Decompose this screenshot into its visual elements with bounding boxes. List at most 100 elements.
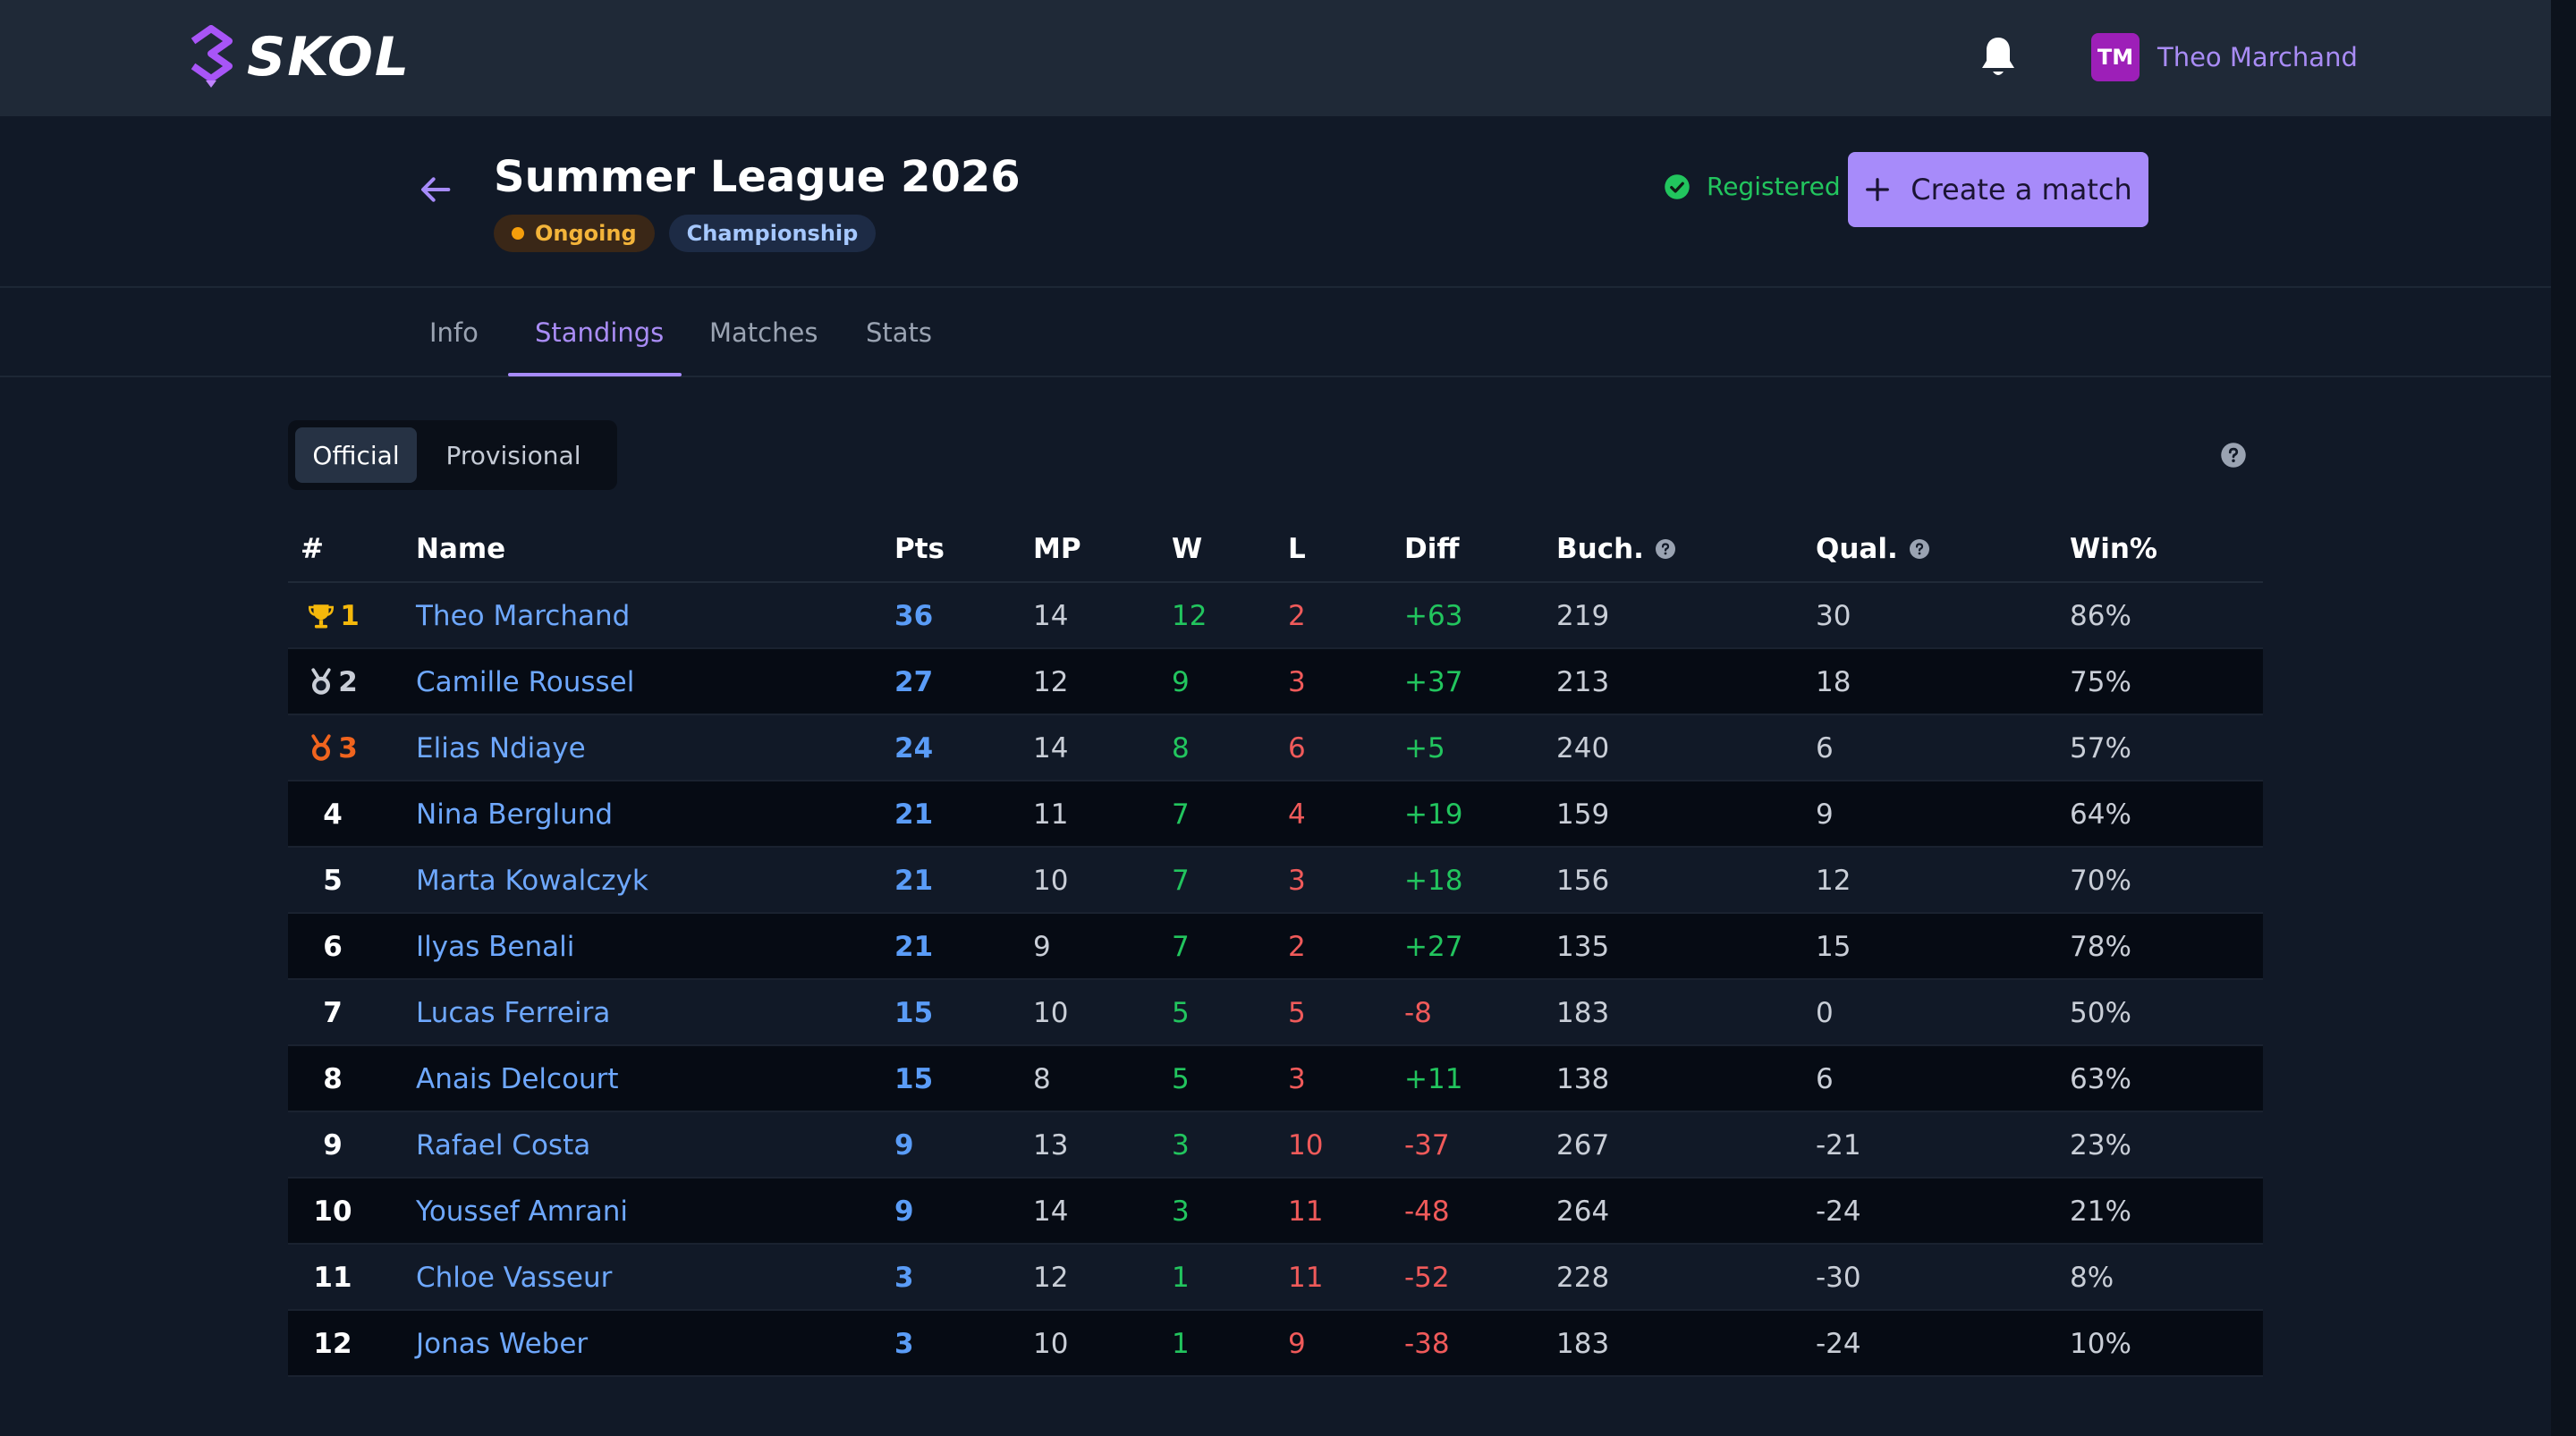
rank-cell: 3	[288, 715, 377, 781]
user-name: Theo Marchand	[2157, 42, 2358, 72]
player-name-link[interactable]: Ilyas Benali	[416, 931, 575, 963]
col-mp[interactable]: MP	[1033, 533, 1081, 565]
win-percent-cell: 23%	[2070, 1129, 2131, 1161]
table-row[interactable]: 3 Elias Ndiaye 24 14 8 6 +5 240 6 57%	[288, 715, 2263, 781]
rank-value: 12	[313, 1328, 352, 1360]
toggle-official[interactable]: Official	[295, 427, 417, 483]
buchholz-cell: 264	[1556, 1195, 1610, 1228]
buchholz-cell: 240	[1556, 732, 1610, 764]
scrollbar[interactable]	[2551, 0, 2576, 1436]
win-percent-cell: 10%	[2070, 1328, 2131, 1360]
tab-matches[interactable]: Matches	[709, 317, 818, 348]
help-icon[interactable]	[1909, 538, 1930, 560]
diff-cell: -38	[1404, 1328, 1450, 1360]
buchholz-cell: 159	[1556, 798, 1610, 831]
rank-value: 9	[323, 1129, 343, 1161]
table-row[interactable]: 2 Camille Roussel 27 12 9 3 +37 213 18 75%	[288, 649, 2263, 715]
col-pts[interactable]: Pts	[894, 533, 945, 565]
rank-value: 10	[313, 1195, 352, 1228]
medal-icon	[311, 668, 331, 695]
win-percent-cell: 86%	[2070, 600, 2131, 632]
qual-cell: 30	[1816, 600, 1852, 632]
player-name-link[interactable]: Rafael Costa	[416, 1129, 591, 1161]
diff-cell: -37	[1404, 1129, 1450, 1161]
create-match-label: Create a match	[1911, 173, 2132, 207]
losses-cell: 6	[1288, 732, 1306, 764]
col-qual-label: Qual.	[1816, 533, 1898, 565]
col-qual[interactable]: Qual.	[1816, 515, 1930, 583]
toggle-provisional[interactable]: Provisional	[445, 440, 581, 470]
table-row[interactable]: 7 Lucas Ferreira 15 10 5 5 -8 183 0 50%	[288, 980, 2263, 1046]
losses-cell: 5	[1288, 997, 1306, 1029]
rank-cell: 1	[288, 583, 377, 649]
losses-cell: 3	[1288, 666, 1306, 698]
player-name-link[interactable]: Jonas Weber	[416, 1328, 589, 1360]
qual-cell: 15	[1816, 931, 1852, 963]
table-row[interactable]: 4 Nina Berglund 21 11 7 4 +19 159 9 64%	[288, 781, 2263, 848]
wins-cell: 3	[1172, 1195, 1190, 1228]
win-percent-cell: 63%	[2070, 1063, 2131, 1095]
rank-cell: 8	[288, 1046, 377, 1112]
matches-played-cell: 13	[1033, 1129, 1069, 1161]
table-row[interactable]: 9 Rafael Costa 9 13 3 10 -37 267 -21 23%	[288, 1112, 2263, 1178]
points-cell: 3	[894, 1262, 914, 1294]
diff-cell: -8	[1404, 997, 1432, 1029]
app-logo[interactable]: SKOL	[188, 25, 411, 89]
col-w[interactable]: W	[1172, 533, 1203, 565]
bell-icon[interactable]	[1977, 34, 2020, 80]
wins-cell: 5	[1172, 997, 1190, 1029]
player-name-link[interactable]: Elias Ndiaye	[416, 732, 586, 764]
wins-cell: 1	[1172, 1328, 1190, 1360]
table-row[interactable]: 11 Chloe Vasseur 3 12 1 11 -52 228 -30 8%	[288, 1245, 2263, 1311]
rank-cell: 2	[288, 649, 377, 715]
col-win[interactable]: Win%	[2070, 533, 2157, 565]
wins-cell: 9	[1172, 666, 1190, 698]
qual-cell: -24	[1816, 1195, 1861, 1228]
player-name-link[interactable]: Youssef Amrani	[416, 1195, 628, 1228]
tab-standings[interactable]: Standings	[535, 317, 665, 348]
type-badge: Championship	[668, 215, 877, 252]
help-icon[interactable]	[1655, 538, 1676, 560]
player-name-link[interactable]: Nina Berglund	[416, 798, 614, 831]
status-badge: Ongoing	[494, 215, 655, 252]
player-name-link[interactable]: Theo Marchand	[416, 600, 631, 632]
player-name-link[interactable]: Chloe Vasseur	[416, 1262, 613, 1294]
col-l[interactable]: L	[1288, 533, 1306, 565]
qual-cell: 6	[1816, 732, 1834, 764]
diff-cell: +63	[1404, 600, 1463, 632]
rank-value: 5	[323, 865, 343, 897]
win-percent-cell: 50%	[2070, 997, 2131, 1029]
user-menu[interactable]: TM Theo Marchand	[2091, 32, 2358, 82]
table-row[interactable]: 1 Theo Marchand 36 14 12 2 +63 219 30 86%	[288, 583, 2263, 649]
table-row[interactable]: 10 Youssef Amrani 9 14 3 11 -48 264 -24 21%	[288, 1178, 2263, 1245]
player-name-link[interactable]: Lucas Ferreira	[416, 997, 611, 1029]
rank-cell: 10	[288, 1178, 377, 1245]
tab-stats[interactable]: Stats	[866, 317, 933, 348]
help-icon[interactable]	[2220, 442, 2247, 469]
buchholz-cell: 228	[1556, 1262, 1610, 1294]
player-name-link[interactable]: Marta Kowalczyk	[416, 865, 648, 897]
diff-cell: +27	[1404, 931, 1463, 963]
diff-cell: -52	[1404, 1262, 1450, 1294]
player-name-link[interactable]: Anais Delcourt	[416, 1063, 619, 1095]
registered-label: Registered	[1707, 172, 1841, 201]
wins-cell: 5	[1172, 1063, 1190, 1095]
create-match-button[interactable]: Create a match	[1848, 152, 2148, 227]
table-row[interactable]: 12 Jonas Weber 3 10 1 9 -38 183 -24 10%	[288, 1311, 2263, 1377]
player-name-link[interactable]: Camille Roussel	[416, 666, 635, 698]
col-buch[interactable]: Buch.	[1556, 515, 1676, 583]
rank-value: 7	[323, 997, 343, 1029]
medal-icon	[311, 734, 331, 761]
col-name[interactable]: Name	[416, 533, 506, 565]
tab-info[interactable]: Info	[429, 317, 479, 348]
matches-played-cell: 12	[1033, 666, 1069, 698]
qual-cell: -30	[1816, 1262, 1861, 1294]
col-diff[interactable]: Diff	[1404, 533, 1460, 565]
table-row[interactable]: 5 Marta Kowalczyk 21 10 7 3 +18 156 12 70%	[288, 848, 2263, 914]
qual-cell: -24	[1816, 1328, 1861, 1360]
buchholz-cell: 267	[1556, 1129, 1610, 1161]
back-arrow-icon[interactable]	[419, 172, 454, 207]
buchholz-cell: 135	[1556, 931, 1610, 963]
table-row[interactable]: 6 Ilyas Benali 21 9 7 2 +27 135 15 78%	[288, 914, 2263, 980]
table-row[interactable]: 8 Anais Delcourt 15 8 5 3 +11 138 6 63%	[288, 1046, 2263, 1112]
